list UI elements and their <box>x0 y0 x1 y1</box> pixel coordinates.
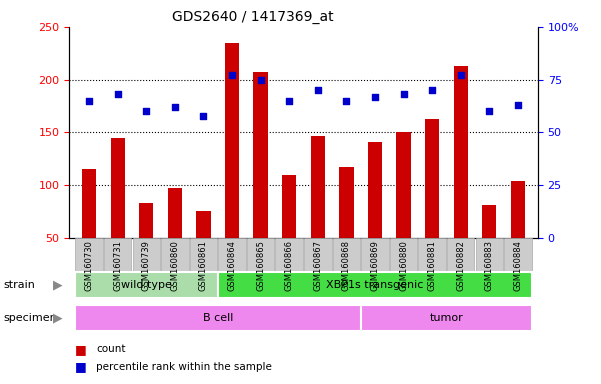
FancyBboxPatch shape <box>390 238 417 271</box>
FancyBboxPatch shape <box>75 272 218 298</box>
Text: ■: ■ <box>75 360 87 373</box>
Point <box>113 91 123 98</box>
Bar <box>139 203 153 238</box>
Bar <box>454 66 468 238</box>
FancyBboxPatch shape <box>247 238 274 271</box>
FancyBboxPatch shape <box>361 238 389 271</box>
Text: GSM160869: GSM160869 <box>370 240 379 291</box>
FancyBboxPatch shape <box>475 238 503 271</box>
Point <box>427 87 437 93</box>
Text: GSM160867: GSM160867 <box>313 240 322 291</box>
Point <box>227 73 237 79</box>
Bar <box>82 169 96 238</box>
Bar <box>111 138 125 238</box>
Point <box>256 76 266 83</box>
FancyBboxPatch shape <box>275 238 303 271</box>
Text: GSM160866: GSM160866 <box>285 240 294 291</box>
Text: specimen: specimen <box>3 313 56 323</box>
FancyBboxPatch shape <box>361 305 532 331</box>
Point <box>513 102 523 108</box>
Bar <box>197 210 210 238</box>
FancyBboxPatch shape <box>104 238 132 271</box>
Text: tumor: tumor <box>430 313 463 323</box>
Text: GSM160865: GSM160865 <box>256 240 265 291</box>
Text: ■: ■ <box>75 343 87 356</box>
FancyBboxPatch shape <box>418 238 446 271</box>
Text: GSM160739: GSM160739 <box>142 240 151 291</box>
Bar <box>254 72 268 238</box>
Text: GSM160882: GSM160882 <box>456 240 465 291</box>
Bar <box>311 136 325 238</box>
Text: GSM160860: GSM160860 <box>170 240 179 291</box>
Point <box>456 73 466 79</box>
FancyBboxPatch shape <box>161 238 189 271</box>
Text: wild type: wild type <box>121 280 172 290</box>
Text: GSM160864: GSM160864 <box>228 240 237 291</box>
Point <box>313 87 323 93</box>
Bar <box>225 43 239 238</box>
Text: strain: strain <box>3 280 35 290</box>
Bar <box>511 181 525 238</box>
Point <box>84 98 94 104</box>
Text: GSM160731: GSM160731 <box>113 240 122 291</box>
Text: B cell: B cell <box>203 313 233 323</box>
Bar <box>339 167 353 238</box>
FancyBboxPatch shape <box>333 238 360 271</box>
FancyBboxPatch shape <box>504 238 532 271</box>
FancyBboxPatch shape <box>75 238 103 271</box>
Text: GSM160861: GSM160861 <box>199 240 208 291</box>
Text: GSM160880: GSM160880 <box>399 240 408 291</box>
FancyBboxPatch shape <box>190 238 217 271</box>
Text: GDS2640 / 1417369_at: GDS2640 / 1417369_at <box>172 10 333 23</box>
Text: GSM160883: GSM160883 <box>485 240 494 291</box>
Text: GSM160881: GSM160881 <box>428 240 437 291</box>
Point <box>170 104 180 110</box>
FancyBboxPatch shape <box>304 238 332 271</box>
Bar <box>425 119 439 238</box>
FancyBboxPatch shape <box>447 238 474 271</box>
Bar <box>482 205 496 238</box>
Point <box>141 108 151 114</box>
Point <box>484 108 494 114</box>
Text: XBP1s transgenic: XBP1s transgenic <box>326 280 424 290</box>
FancyBboxPatch shape <box>218 238 246 271</box>
Bar <box>168 189 182 238</box>
Bar <box>282 175 296 238</box>
Text: GSM160868: GSM160868 <box>342 240 351 291</box>
Bar <box>368 142 382 238</box>
Bar <box>397 132 410 238</box>
Point <box>199 113 209 119</box>
Point <box>398 91 408 98</box>
Text: count: count <box>96 344 126 354</box>
Point <box>284 98 294 104</box>
FancyBboxPatch shape <box>218 272 532 298</box>
Point <box>370 93 380 99</box>
Text: GSM160884: GSM160884 <box>513 240 522 291</box>
Text: ▶: ▶ <box>53 278 63 291</box>
Text: ▶: ▶ <box>53 311 63 324</box>
Text: GSM160730: GSM160730 <box>85 240 94 291</box>
FancyBboxPatch shape <box>133 238 160 271</box>
Point <box>341 98 351 104</box>
FancyBboxPatch shape <box>75 305 361 331</box>
Text: percentile rank within the sample: percentile rank within the sample <box>96 362 272 372</box>
